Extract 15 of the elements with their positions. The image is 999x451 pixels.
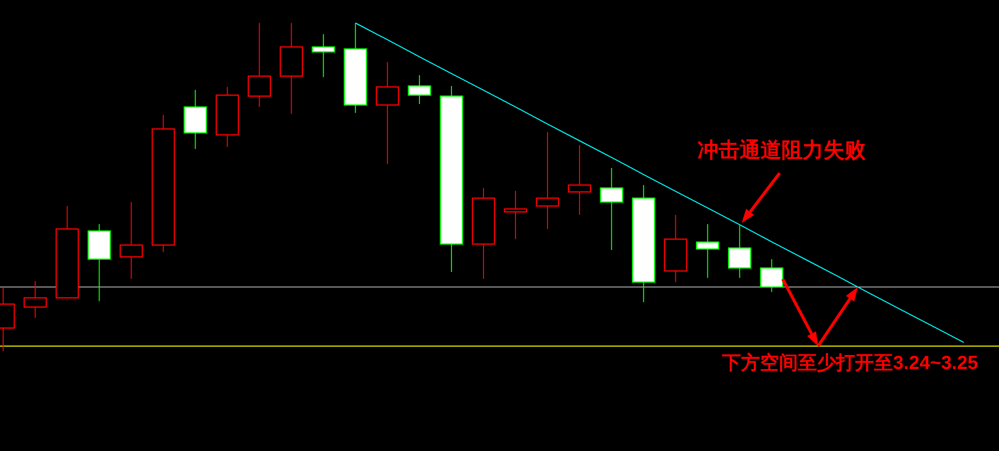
candlestick (568, 144, 592, 216)
candlestick (760, 258, 784, 292)
candlestick (312, 34, 336, 78)
candlestick (248, 22, 271, 108)
candlestick (408, 74, 432, 105)
text: 下方空间至少打开至3.24~3.25 (721, 352, 979, 374)
candlestick (120, 202, 143, 280)
candlestick (376, 62, 400, 165)
candlestick (536, 131, 560, 230)
candlestick (600, 167, 624, 250)
candlestick (696, 224, 720, 278)
candlestick (24, 280, 47, 318)
candlestick (728, 224, 752, 278)
annotation: 冲击通道阻力失败 (698, 139, 867, 162)
candlestick (504, 190, 528, 240)
